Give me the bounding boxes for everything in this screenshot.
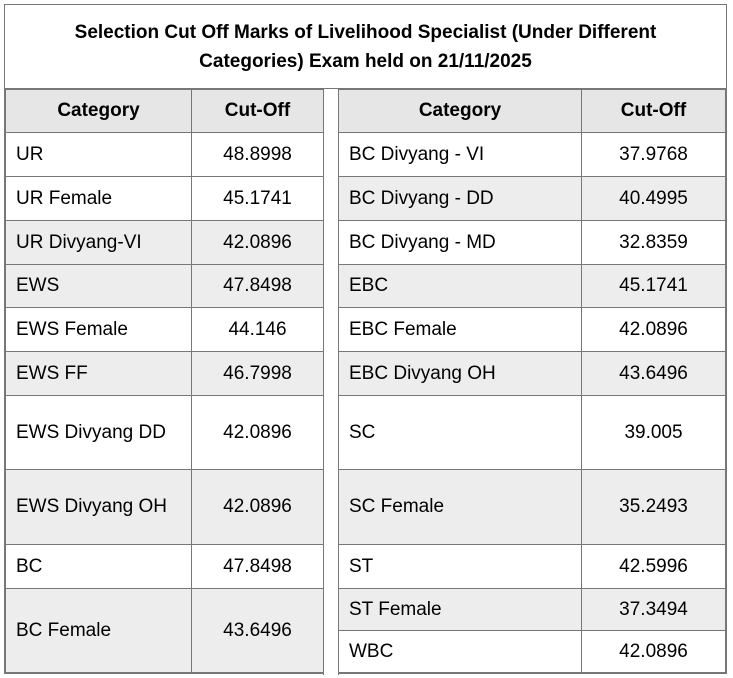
right-header-category: Category: [338, 89, 582, 133]
right-row-1-cutoff: 40.4995: [581, 176, 726, 221]
column-gap: [323, 89, 339, 675]
right-header-cutoff: Cut-Off: [581, 89, 726, 133]
right-row-4-cutoff: 42.0896: [581, 307, 726, 352]
right-row-10-cutoff: 42.0896: [581, 630, 726, 673]
right-row-3-category: EBC: [338, 264, 582, 308]
left-row-3-cutoff: 47.8498: [191, 264, 324, 308]
right-row-6-cutoff: 39.005: [581, 395, 726, 470]
right-row-3-cutoff: 45.1741: [581, 264, 726, 308]
left-header-category: Category: [5, 89, 192, 133]
right-row-5-category: EBC Divyang OH: [338, 351, 582, 396]
right-row-2-category: BC Divyang - MD: [338, 220, 582, 265]
right-row-6-category: SC: [338, 395, 582, 470]
right-row-7-cutoff: 35.2493: [581, 469, 726, 545]
left-row-2-cutoff: 42.0896: [191, 220, 324, 265]
right-row-7-category: SC Female: [338, 469, 582, 545]
table-title: Selection Cut Off Marks of Livelihood Sp…: [5, 5, 726, 89]
right-row-5-cutoff: 43.6496: [581, 351, 726, 396]
left-row-2-category: UR Divyang-VI: [5, 220, 192, 265]
left-row-6-cutoff: 42.0896: [191, 395, 324, 470]
left-row-0-cutoff: 48.8998: [191, 132, 324, 177]
left-row-5-category: EWS FF: [5, 351, 192, 396]
left-row-0-category: UR: [5, 132, 192, 177]
left-row-4-category: EWS Female: [5, 307, 192, 352]
left-row-8-cutoff: 47.8498: [191, 544, 324, 589]
right-row-8-cutoff: 42.5996: [581, 544, 726, 589]
left-row-1-category: UR Female: [5, 176, 192, 221]
right-row-0-cutoff: 37.9768: [581, 132, 726, 177]
right-row-10-category: WBC: [338, 630, 582, 673]
left-row-6-category: EWS Divyang DD: [5, 395, 192, 470]
left-row-1-cutoff: 45.1741: [191, 176, 324, 221]
left-header-cutoff: Cut-Off: [191, 89, 324, 133]
right-row-4-category: EBC Female: [338, 307, 582, 352]
left-row-3-category: EWS: [5, 264, 192, 308]
right-row-2-cutoff: 32.8359: [581, 220, 726, 265]
right-row-1-category: BC Divyang - DD: [338, 176, 582, 221]
right-row-8-category: ST: [338, 544, 582, 589]
right-row-9-category: ST Female: [338, 588, 582, 631]
left-row-4-cutoff: 44.146: [191, 307, 324, 352]
left-row-5-cutoff: 46.7998: [191, 351, 324, 396]
left-row-9-cutoff: 43.6496: [191, 588, 324, 673]
right-row-0-category: BC Divyang - VI: [338, 132, 582, 177]
left-row-9-category: BC Female: [5, 588, 192, 673]
cutoff-table: Selection Cut Off Marks of Livelihood Sp…: [4, 4, 727, 675]
right-row-9-cutoff: 37.3494: [581, 588, 726, 631]
left-row-8-category: BC: [5, 544, 192, 589]
left-row-7-cutoff: 42.0896: [191, 469, 324, 545]
left-row-7-category: EWS Divyang OH: [5, 469, 192, 545]
